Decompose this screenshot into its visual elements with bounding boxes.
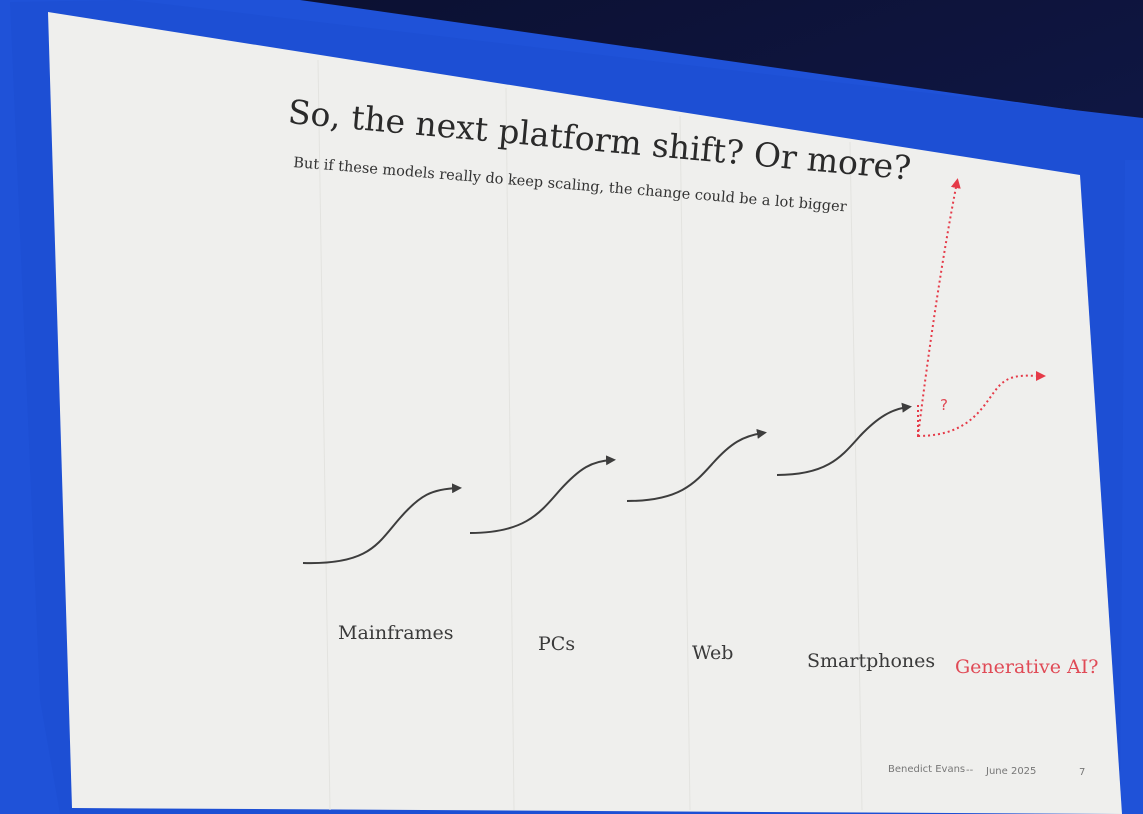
dotted-arrow-icon: [917, 370, 1046, 437]
era-label-pcs: PCs: [538, 633, 576, 655]
footer-separator: --: [966, 765, 974, 776]
dotted-arrow-icon: [917, 178, 961, 437]
era-label-mainframes: Mainframes: [338, 622, 454, 644]
s-curve-arrow-icon: [626, 428, 767, 502]
era-label-web: Web: [692, 642, 734, 664]
era-label-generative-ai: Generative AI?: [955, 656, 1099, 678]
s-curve-arrow-icon: [469, 455, 616, 534]
s-curve-arrow-icon: [302, 483, 462, 565]
footer-author: Benedict Evans: [888, 764, 966, 775]
era-label-smartphones: Smartphones: [807, 650, 936, 672]
footer-page-number: 7: [1079, 767, 1086, 778]
s-curve-arrow-icon: [776, 402, 912, 476]
slide-background: [48, 12, 1122, 814]
unknown-marker: ?: [940, 396, 948, 414]
footer-date: June 2025: [986, 766, 1037, 777]
